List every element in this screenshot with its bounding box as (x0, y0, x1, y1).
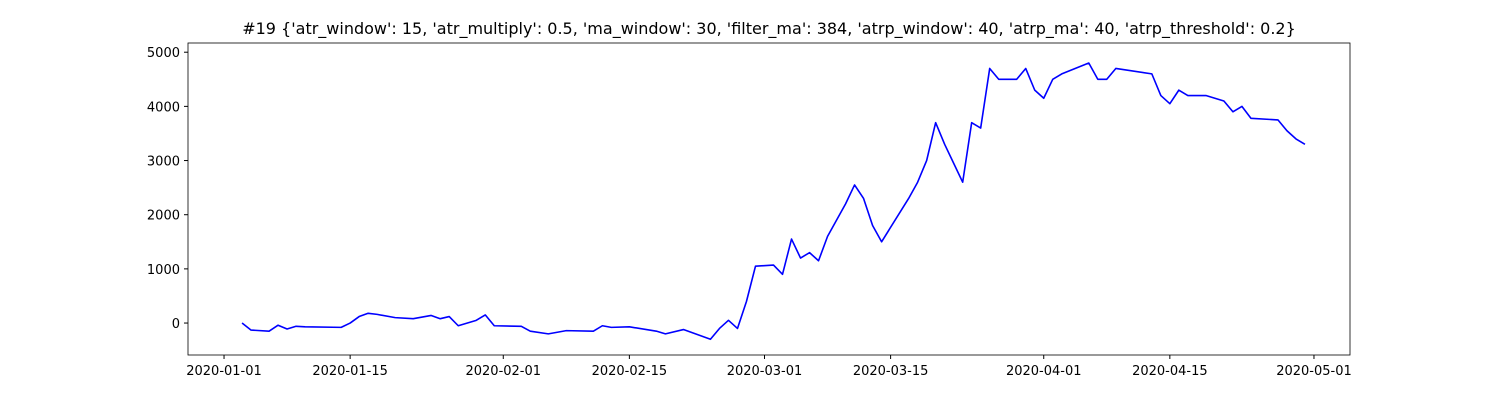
x-tick-label: 2020-02-01 (465, 364, 541, 379)
line (241, 62, 1306, 341)
x-tick-label: 2020-02-15 (592, 364, 668, 379)
x-tick-label: 2020-04-15 (1132, 364, 1208, 379)
plot-frame (187, 42, 1351, 356)
y-tick-label: 4000 (147, 100, 180, 115)
x-tick-label: 2020-03-01 (727, 364, 803, 379)
y-tick-label: 3000 (147, 155, 180, 170)
x-tick-label: 2020-01-01 (186, 364, 262, 379)
y-tick-label: 0 (172, 317, 180, 332)
y-tick-label: 5000 (147, 46, 180, 61)
y-tick-label: 2000 (147, 209, 180, 224)
y-tick-label: 1000 (147, 263, 180, 278)
x-tick-label: 2020-03-15 (853, 364, 929, 379)
x-tick-label: 2020-01-15 (312, 364, 388, 379)
x-tick-label: 2020-05-01 (1276, 364, 1352, 379)
x-tick-label: 2020-04-01 (1006, 364, 1082, 379)
chart-title: #19 {'atr_window': 15, 'atr_multiply': 0… (242, 19, 1296, 39)
